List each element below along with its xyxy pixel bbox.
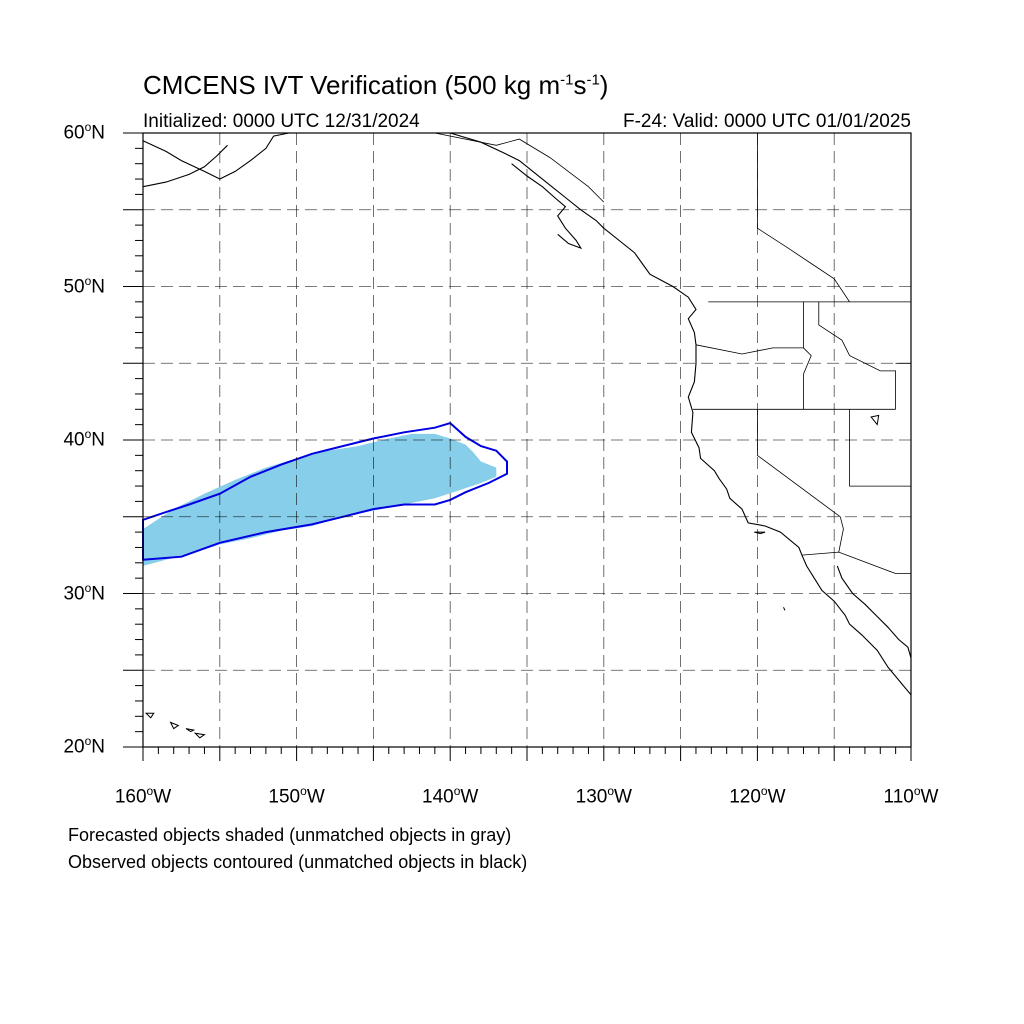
alaska-canada-border — [434, 132, 605, 203]
observed-ivt-contour — [142, 421, 508, 561]
map-title: CMCENS IVT Verification (500 kg m-1s-1) — [143, 70, 608, 101]
title-main: CMCENS IVT Verification (500 kg m — [143, 70, 561, 100]
us-mexico-border — [801, 551, 911, 574]
lon-label: 130oW — [575, 784, 632, 808]
lon-label: 140oW — [422, 784, 479, 808]
title-mid: s — [573, 70, 587, 100]
molokai-island — [185, 728, 196, 733]
lat-label: 50oN — [63, 273, 105, 297]
forecast-caption: Forecasted objects shaded (unmatched obj… — [68, 825, 512, 845]
title-exponent-2: -1 — [586, 71, 600, 89]
gulf-of-california-coastline — [836, 565, 912, 659]
observed-layer — [142, 421, 508, 561]
lon-label: 110oW — [883, 784, 939, 808]
lat-label: 60oN — [63, 120, 105, 144]
alaska-peninsula-south — [142, 144, 228, 188]
lon-label: 120oW — [729, 784, 786, 808]
nevada-utah-border — [849, 409, 911, 487]
coastline-layer — [142, 132, 912, 739]
north-america-coastline — [450, 132, 912, 696]
guadalupe-island — [783, 607, 786, 611]
lat-label: 40oN — [63, 427, 105, 451]
hawaii-islands — [144, 712, 155, 719]
gridline-layer — [143, 133, 911, 747]
forecast-layer — [143, 433, 497, 566]
arizona-california-border — [838, 516, 844, 553]
alaska-peninsula-coastline — [142, 132, 290, 180]
tick-layer — [123, 132, 912, 761]
title-end: ) — [599, 70, 609, 100]
lat-label: 30oN — [63, 580, 105, 604]
southeast-alaska-islands — [511, 163, 583, 250]
maui-island — [193, 732, 206, 739]
montana-idaho-border — [818, 301, 896, 410]
idaho-west-border — [803, 301, 812, 410]
map-frame — [142, 132, 912, 748]
valid-time: F-24: Valid: 0000 UTC 01/01/2025 — [623, 111, 911, 132]
lon-label: 160oW — [114, 784, 172, 808]
initialized-time: Initialized: 0000 UTC 12/31/2024 — [143, 111, 420, 132]
great-salt-lake — [870, 414, 880, 426]
forecast-ivt-object — [143, 433, 497, 566]
title-exponent-1: -1 — [560, 71, 574, 89]
observed-caption: Observed objects contoured (unmatched ob… — [68, 852, 528, 872]
lat-label: 20oN — [63, 734, 105, 758]
lon-label: 150oW — [268, 784, 325, 808]
oahu-island — [169, 721, 180, 730]
